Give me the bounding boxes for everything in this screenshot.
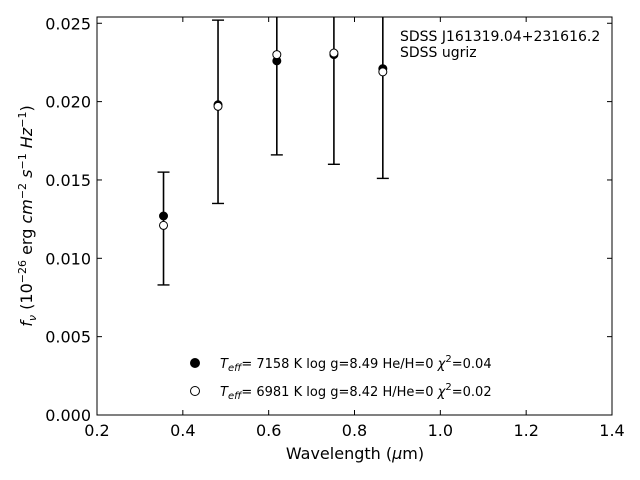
open-point-1	[213, 101, 223, 111]
plot-layer	[96, 17, 613, 416]
annotation-object: SDSS J161319.04+231616.2	[400, 29, 600, 45]
open-point-0	[159, 220, 169, 230]
open-point-3	[329, 48, 339, 58]
x-axis-label: Wavelength (μm)	[286, 444, 424, 463]
legend-entry-1: Teff= 7158 K log g=8.49 He/H=0 χ2=0.04	[220, 354, 492, 374]
x-tick-label-2: 0.6	[256, 421, 281, 440]
x-tick-label-0: 0.2	[84, 421, 109, 440]
x-tick-label-4: 1.0	[428, 421, 453, 440]
open-point-2	[272, 50, 282, 60]
legend-marker-filled	[190, 358, 200, 368]
annotation-filters: SDSS ugriz	[400, 45, 477, 61]
filled-point-0	[159, 211, 169, 221]
x-tick-label-3: 0.8	[342, 421, 367, 440]
plot-frame	[96, 16, 613, 416]
open-point-4	[378, 67, 388, 77]
y-tick-label-5: 0.025	[45, 14, 91, 33]
y-tick-label-4: 0.020	[45, 93, 91, 112]
y-tick-label-2: 0.010	[45, 249, 91, 268]
legend-marker-open	[190, 386, 200, 396]
x-tick-label-5: 1.2	[513, 421, 538, 440]
x-tick-label-1: 0.4	[170, 421, 195, 440]
y-tick-label-1: 0.005	[45, 328, 91, 347]
y-axis-label: fν (10−26 erg cm−2 s−1 Hz−1)	[16, 105, 39, 326]
legend-entry-2: Teff= 6981 K log g=8.42 H/He=0 χ2=0.02	[220, 382, 492, 402]
y-tick-label-3: 0.015	[45, 171, 91, 190]
legend: Teff= 7158 K log g=8.49 He/H=0 χ2=0.04 T…	[190, 354, 492, 402]
y-tick-label-0: 0.000	[45, 406, 91, 425]
x-tick-label-6: 1.4	[599, 421, 624, 440]
